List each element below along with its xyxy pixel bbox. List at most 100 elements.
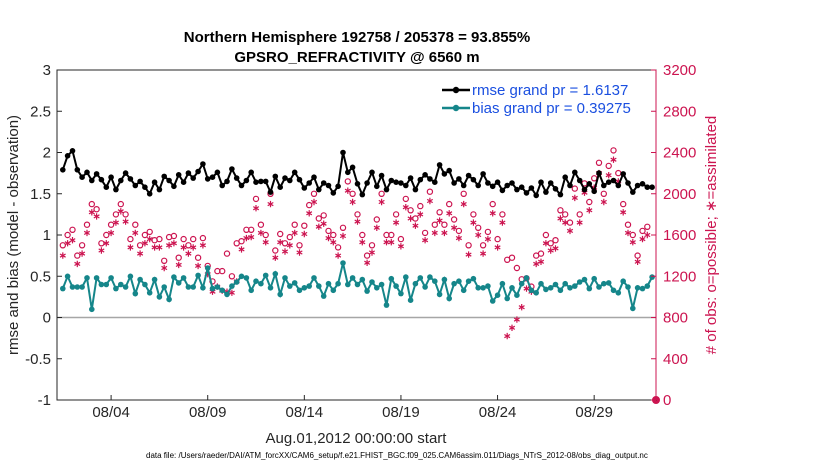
obs-assimilated-point <box>252 205 260 212</box>
bias-point <box>398 290 404 297</box>
rmse-point <box>267 189 274 195</box>
rmse-point <box>634 182 641 189</box>
obs-possible-point <box>354 211 361 218</box>
bias-point <box>441 276 448 283</box>
rmse-point <box>630 189 636 195</box>
bias-point <box>480 285 486 291</box>
bias-point <box>316 283 322 289</box>
obs-assimilated-point <box>605 172 612 179</box>
x-tick-label: 08/19 <box>382 404 420 421</box>
rmse-point <box>200 161 206 167</box>
rmse-point <box>518 184 525 190</box>
rmse-point <box>219 182 225 189</box>
obs-assimilated-point <box>368 249 376 256</box>
bias-point <box>427 274 433 280</box>
obs-assimilated-point <box>518 304 525 311</box>
rmse-point <box>398 180 404 186</box>
obs-possible-point <box>397 235 405 243</box>
obs-assimilated-point <box>83 229 91 237</box>
obs-assimilated-point <box>533 260 540 268</box>
rmse-point <box>340 149 346 156</box>
rmse-point <box>209 174 216 180</box>
obs-possible-point <box>586 198 593 206</box>
obs-possible-point <box>470 211 477 218</box>
rmse-point <box>572 169 578 176</box>
rmse-point <box>79 174 85 180</box>
obs-possible-point <box>199 234 207 242</box>
obs-assimilated-point <box>262 239 269 246</box>
bias-point <box>233 279 240 285</box>
obs-possible-point <box>310 190 318 197</box>
obs-assimilated-point <box>489 210 496 217</box>
rmse-point <box>485 180 491 186</box>
rmse-point <box>412 186 419 193</box>
obs-assimilated-point <box>190 244 197 251</box>
obs-possible-point <box>330 231 337 239</box>
obs-assimilated-point <box>64 240 71 247</box>
obs-possible-point <box>455 227 463 235</box>
rmse-point <box>369 169 375 176</box>
obs-possible-point <box>431 221 438 228</box>
obs-assimilated-point <box>470 219 477 226</box>
obs-assimilated-point <box>393 219 400 226</box>
obs-possible-point <box>566 219 574 226</box>
bias-point <box>166 296 172 303</box>
rmse-point <box>325 182 332 189</box>
x-tick-label: 08/09 <box>189 404 227 421</box>
bias-point <box>403 274 409 280</box>
bias-point <box>514 292 520 299</box>
obs-assimilated-point <box>639 235 646 243</box>
bias-point <box>349 275 356 281</box>
rmse-point <box>146 191 153 197</box>
rmse-point <box>596 170 602 176</box>
legend-bias-marker <box>452 104 460 112</box>
rmse-point <box>417 176 424 183</box>
obs-possible-point <box>421 229 429 237</box>
obs-assimilated-point <box>402 204 409 211</box>
y-tick-label: 0.5 <box>30 268 51 285</box>
y-right-tick-label: 400 <box>663 351 688 368</box>
rmse-point <box>436 162 443 168</box>
rmse-point <box>204 176 211 182</box>
bias-point <box>620 278 626 285</box>
y-right-tick-label: 3200 <box>663 62 696 79</box>
obs-possible-point <box>69 226 76 233</box>
rmse-point <box>499 187 506 194</box>
obs-assimilated-point <box>286 242 293 249</box>
bias-point <box>649 274 655 280</box>
rmse-point <box>576 177 583 184</box>
obs-possible-point <box>552 236 559 244</box>
rmse-point <box>238 182 245 189</box>
bias-point <box>195 272 201 279</box>
bias-point <box>596 284 602 290</box>
rmse-point <box>142 184 148 190</box>
rmse-point <box>277 184 284 190</box>
obs-possible-point <box>218 267 226 275</box>
obs-possible-point <box>132 221 139 228</box>
obs-possible-point <box>74 252 81 259</box>
rmse-point <box>224 178 230 185</box>
y-right-tick-label: 2000 <box>663 186 696 203</box>
obs-possible-point <box>127 235 134 243</box>
bias-point <box>374 285 380 291</box>
bias-point <box>615 290 622 296</box>
rmse-point <box>127 176 134 182</box>
rmse-point <box>296 176 303 183</box>
bias-point <box>262 272 269 279</box>
obs-possible-point <box>475 224 482 231</box>
rmse-point <box>649 184 655 190</box>
obs-assimilated-point <box>634 258 641 265</box>
bias-point <box>171 274 177 280</box>
rmse-point <box>427 176 433 182</box>
rmse-point <box>214 169 221 176</box>
bias-point <box>277 291 284 298</box>
bias-point <box>214 284 221 290</box>
obs-possible-point <box>286 233 293 241</box>
bias-point <box>359 276 366 283</box>
bias-point <box>504 295 511 302</box>
obs-assimilated-point <box>74 260 81 268</box>
rmse-point <box>403 182 409 189</box>
rmse-point <box>306 180 313 186</box>
obs-possible-point <box>277 230 284 238</box>
obs-assimilated-point <box>562 219 569 226</box>
